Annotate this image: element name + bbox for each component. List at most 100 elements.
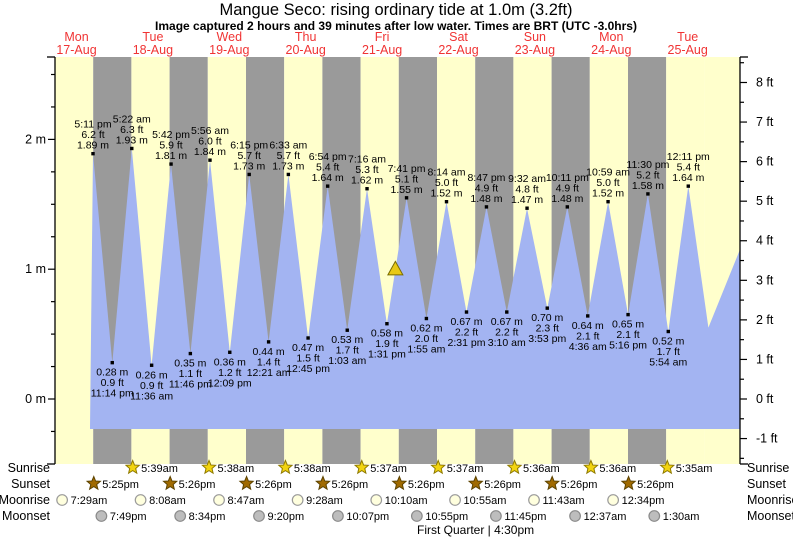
- high-tide-time: 8:14 am: [428, 167, 466, 179]
- high-tide-time: 9:32 am: [508, 173, 546, 185]
- low-tide-time: 12:09 pm: [208, 377, 252, 389]
- moonrise-icon: [370, 494, 383, 506]
- moonset-row-label-right: Moonset: [747, 509, 793, 523]
- low-tide-marker: [424, 316, 429, 321]
- left-axis-label: 0 m: [25, 392, 46, 406]
- day-weekday-label: Wed: [217, 30, 243, 44]
- low-tide-marker: [110, 360, 114, 365]
- low-tide-meters: 0.44 m: [253, 346, 285, 358]
- low-tide-time: 2:31 pm: [448, 337, 486, 349]
- right-axis-label: 2 ft: [756, 313, 774, 327]
- low-tide-time: 5:54 am: [649, 357, 687, 369]
- sunset-icon: [391, 475, 408, 491]
- right-axis-label: 1 ft: [756, 352, 774, 366]
- day-date-label: 18-Aug: [133, 43, 173, 57]
- sunset-row-label-right: Sunset: [747, 477, 786, 491]
- low-tide-feet: 1.2 ft: [218, 367, 241, 379]
- moonset-time: 11:45pm: [504, 511, 546, 523]
- moonset-time: 10:55pm: [425, 511, 468, 523]
- low-tide-meters: 0.36 m: [214, 356, 246, 368]
- high-tide-marker: [325, 184, 330, 188]
- high-tide-meters: 1.84 m: [194, 146, 226, 158]
- high-tide-marker: [565, 205, 570, 209]
- day-weekday-label: Mon: [64, 30, 88, 44]
- high-tide-feet: 5.7 ft: [277, 150, 300, 162]
- low-tide-meters: 0.47 m: [292, 342, 324, 354]
- day-date-label: 23-Aug: [515, 43, 555, 57]
- day-date-label: 21-Aug: [362, 43, 402, 57]
- moonrise-time: 8:47am: [228, 495, 265, 507]
- low-tide-meters: 0.67 m: [450, 316, 482, 328]
- day-weekday-label: Tue: [142, 30, 163, 44]
- moonrise-time: 12:34pm: [622, 495, 665, 507]
- day-date-label: 24-Aug: [591, 43, 631, 57]
- low-tide-meters: 0.28 m: [96, 367, 128, 379]
- high-tide-marker: [169, 162, 173, 166]
- low-tide-marker: [586, 314, 590, 318]
- moonset-time: 10:07pm: [346, 511, 389, 523]
- day-weekday-label: Sat: [449, 30, 468, 44]
- moonrise-icon: [291, 494, 304, 506]
- moonrise-row-label-right: Moonrise: [747, 493, 793, 507]
- moonrise-icon: [528, 494, 540, 506]
- sunrise-icon: [124, 459, 141, 475]
- high-tide-feet: 5.0 ft: [596, 177, 619, 189]
- day-weekday-label: Mon: [599, 30, 623, 44]
- high-tide-feet: 5.7 ft: [238, 150, 261, 162]
- high-tide-time: 6:15 pm: [230, 139, 268, 151]
- moonrise-icon: [213, 494, 225, 506]
- low-tide-marker: [666, 329, 670, 334]
- sunrise-icon: [659, 459, 676, 475]
- low-tide-meters: 0.26 m: [136, 369, 168, 381]
- sunrise-icon: [277, 459, 294, 475]
- day-weekday-label: Thu: [295, 30, 317, 44]
- high-tide-meters: 1.52 m: [430, 188, 462, 200]
- low-tide-marker: [228, 350, 232, 354]
- low-tide-meters: 0.65 m: [612, 319, 644, 331]
- low-tide-marker: [505, 310, 509, 314]
- low-tide-meters: 0.58 m: [371, 328, 403, 340]
- sunrise-row-label-right: Sunrise: [747, 461, 789, 475]
- high-tide-feet: 5.0 ft: [435, 177, 458, 189]
- day-date-label: 19-Aug: [209, 43, 249, 57]
- page-title: Mangue Seco: rising ordinary tide at 1.0…: [219, 1, 572, 19]
- moonrise-row-label-left: Moonrise: [0, 493, 50, 507]
- low-tide-time: 5:16 pm: [609, 340, 647, 352]
- high-tide-marker: [646, 192, 650, 196]
- high-tide-meters: 1.73 m: [233, 160, 265, 172]
- sunset-icon: [238, 475, 255, 491]
- moonset-time: 12:37am: [584, 511, 627, 523]
- sunrise-row-label-left: Sunrise: [8, 461, 50, 475]
- low-tide-feet: 2.1 ft: [576, 330, 599, 342]
- low-tide-time: 1:31 pm: [368, 349, 406, 361]
- high-tide-marker: [404, 196, 409, 200]
- moonrise-time: 11:43am: [543, 495, 585, 507]
- low-tide-feet: 2.0 ft: [415, 333, 438, 345]
- sunrise-time: 5:36am: [523, 463, 560, 475]
- low-tide-feet: 1.1 ft: [179, 368, 202, 380]
- right-axis-label: 3 ft: [756, 273, 774, 287]
- moonset-icon: [410, 510, 423, 522]
- low-tide-feet: 0.9 ft: [101, 377, 124, 389]
- low-tide-time: 4:36 am: [569, 341, 607, 353]
- high-tide-meters: 1.62 m: [351, 175, 383, 187]
- high-tide-marker: [484, 205, 489, 209]
- sunrise-time: 5:39am: [141, 463, 178, 475]
- high-tide-time: 10:11 pm: [546, 172, 589, 184]
- low-tide-meters: 0.52 m: [652, 336, 684, 348]
- right-axis-label: 0 ft: [756, 392, 774, 406]
- high-tide-marker: [606, 200, 610, 204]
- sunrise-icon: [430, 459, 447, 475]
- low-tide-feet: 2.2 ft: [455, 327, 478, 339]
- sunrise-time: 5:38am: [218, 463, 255, 475]
- low-tide-marker: [266, 340, 271, 344]
- low-tide-marker: [345, 328, 349, 332]
- moonset-time: 7:49pm: [110, 511, 147, 523]
- low-tide-marker: [464, 310, 469, 314]
- low-tide-feet: 1.4 ft: [257, 356, 280, 368]
- sunset-icon: [620, 475, 637, 491]
- low-tide-meters: 0.62 m: [410, 323, 442, 335]
- moonset-time: 8:34pm: [189, 511, 226, 523]
- low-tide-marker: [626, 312, 630, 317]
- high-tide-meters: 1.64 m: [312, 172, 344, 184]
